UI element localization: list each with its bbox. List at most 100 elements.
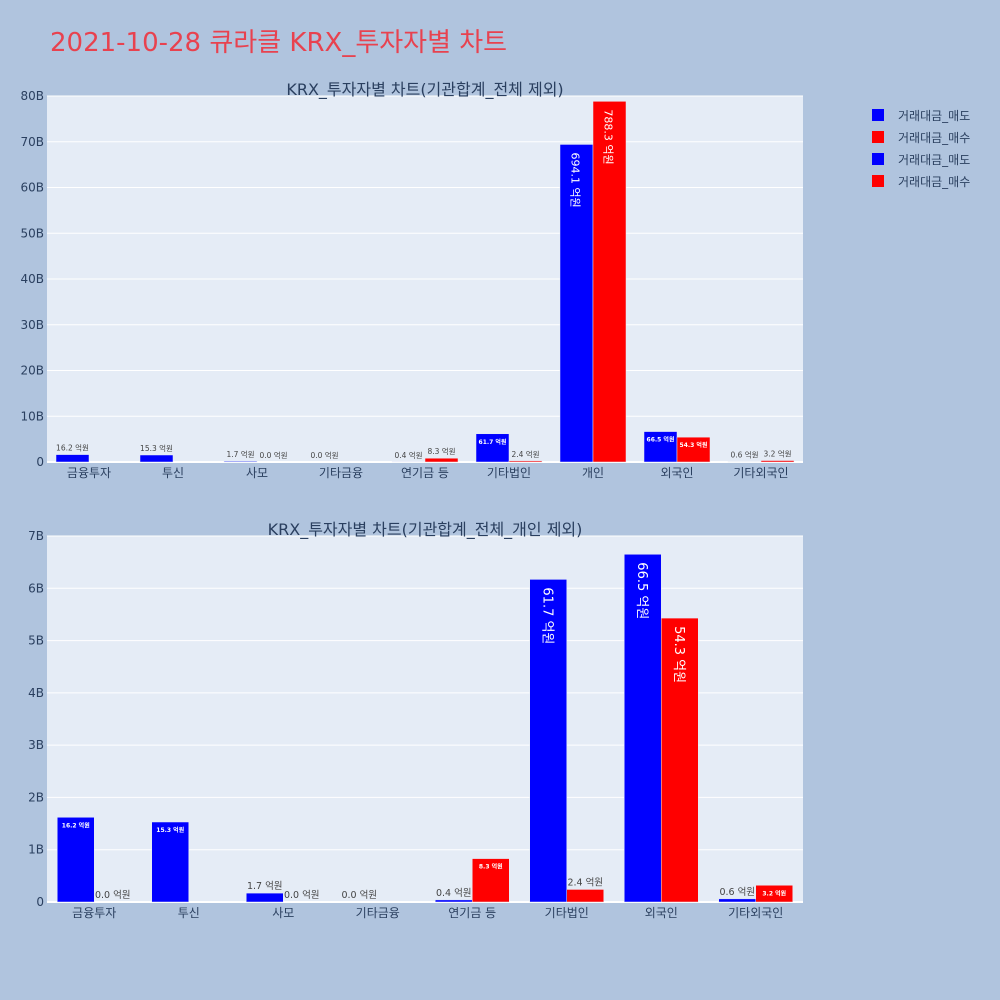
- y-tick-label: 50B: [20, 226, 44, 240]
- bar: [559, 144, 594, 463]
- bar: [435, 899, 473, 903]
- y-tick-label: 80B: [20, 89, 44, 103]
- y-tick-label: 1B: [28, 843, 44, 857]
- legend-label: 거래대금_매도: [898, 108, 971, 123]
- data-label: 0.4 억원: [394, 451, 422, 460]
- bar: [139, 454, 174, 463]
- data-label: 8.3 억원: [479, 863, 503, 871]
- bar: [755, 885, 793, 903]
- data-label: 15.3 억원: [140, 444, 173, 453]
- bar: [566, 889, 604, 903]
- y-tick-label: 20B: [20, 364, 44, 378]
- data-label: 3.2 억원: [763, 450, 791, 459]
- chart-title: KRX_투자자별 차트(기관합계_전체 제외): [286, 80, 563, 100]
- data-label: 66.5 억원: [647, 436, 675, 444]
- data-label: 0.0 억원: [284, 889, 320, 901]
- data-label: 1.7 억원: [226, 450, 254, 459]
- chart-excluding-institutions: 0 10B 20B 30B 40B 50B 60B 70B 80B KRX_투자자별 차트(기관합…: [20, 80, 803, 480]
- data-label: 16.2 억원: [62, 821, 90, 829]
- x-tick-label: 외국인: [645, 906, 678, 920]
- x-tick-label: 기타법인: [545, 906, 589, 920]
- bar: [529, 579, 567, 903]
- bar: [472, 858, 510, 903]
- data-label: 0.0 억원: [95, 889, 131, 901]
- y-tick-label: 0: [36, 455, 44, 469]
- data-label: 54.3 억원: [671, 626, 686, 683]
- legend-item[interactable]: 거래대금_매수: [872, 170, 970, 192]
- y-tick-label: 40B: [20, 272, 44, 286]
- data-label: 2.4 억원: [511, 450, 539, 459]
- x-tick-label: 기타금융: [319, 466, 363, 480]
- legend-label: 거래대금_매도: [898, 152, 971, 167]
- legend-swatch: [872, 175, 884, 187]
- x-tick-label: 기타법인: [487, 466, 531, 480]
- y-tick-label: 7B: [28, 529, 44, 543]
- bar: [643, 431, 678, 463]
- bar: [57, 817, 95, 903]
- data-label: 16.2 억원: [56, 444, 89, 453]
- legend-item[interactable]: 거래대금_매도: [872, 104, 970, 126]
- data-label: 0.6 억원: [730, 451, 758, 460]
- data-label: 0.0 억원: [259, 451, 287, 460]
- y-tick-label: 70B: [20, 135, 44, 149]
- data-label: 788.3 억원: [602, 109, 615, 164]
- y-tick-label: 3B: [28, 738, 44, 752]
- bar: [508, 460, 543, 463]
- legend-label: 거래대금_매수: [898, 174, 971, 189]
- y-tick-label: 2B: [28, 790, 44, 804]
- data-label: 0.4 억원: [436, 887, 472, 899]
- data-label: 3.2 억원: [762, 889, 786, 897]
- data-label: 0.6 억원: [719, 886, 755, 898]
- x-tick-label: 금융투자: [72, 906, 116, 920]
- x-tick-label: 사모: [272, 906, 294, 920]
- data-label: 61.7 억원: [479, 438, 507, 446]
- bar: [55, 454, 90, 463]
- legend-item[interactable]: 거래대금_매수: [872, 126, 970, 148]
- page-title: 2021-10-28 큐라클 KRX_투자자별 차트: [50, 28, 508, 58]
- bar: [760, 460, 795, 463]
- x-tick-label: 연기금 등: [448, 906, 496, 920]
- data-label: 66.5 억원: [634, 562, 649, 619]
- data-label: 0.0 억원: [310, 451, 338, 460]
- legend-swatch: [872, 109, 884, 121]
- bar: [151, 821, 189, 903]
- bar: [718, 898, 756, 903]
- bar: [424, 457, 459, 463]
- x-tick-label: 기타외국인: [728, 906, 783, 920]
- data-label: 61.7 억원: [539, 587, 554, 644]
- legend-swatch: [872, 131, 884, 143]
- legend-swatch: [872, 153, 884, 165]
- data-label: 694.1 억원: [569, 152, 582, 207]
- bar: [676, 436, 711, 463]
- legend: 거래대금_매도 거래대금_매수 거래대금_매도 거래대금_매수: [872, 104, 970, 192]
- y-tick-label: 30B: [20, 318, 44, 332]
- bar: [661, 617, 699, 903]
- y-tick-label: 10B: [20, 409, 44, 423]
- chart-title: KRX_투자자별 차트(기관합계_전체_개인 제외): [268, 520, 583, 540]
- data-label: 2.4 억원: [567, 876, 603, 888]
- y-tick-label: 6B: [28, 581, 44, 595]
- bar: [624, 554, 662, 903]
- x-tick-label: 사모: [246, 466, 268, 480]
- x-tick-label: 개인: [582, 466, 604, 480]
- bar: [475, 433, 510, 463]
- x-tick-label: 기타금융: [356, 906, 400, 920]
- x-tick-label: 기타외국인: [733, 466, 788, 480]
- y-tick-label: 5B: [28, 634, 44, 648]
- x-tick-label: 외국인: [660, 466, 693, 480]
- y-tick-label: 60B: [20, 181, 44, 195]
- legend-item[interactable]: 거래대금_매도: [872, 148, 970, 170]
- data-label: 15.3 억원: [156, 826, 184, 834]
- y-tick-label: 4B: [28, 686, 44, 700]
- y-tick-label: 0: [36, 895, 44, 909]
- bar: [246, 892, 284, 903]
- x-tick-label: 투신: [162, 466, 184, 480]
- data-label: 1.7 억원: [247, 880, 283, 892]
- legend-label: 거래대금_매수: [898, 130, 971, 145]
- data-label: 54.3 억원: [680, 441, 708, 449]
- bar: [223, 460, 258, 463]
- x-tick-label: 금융투자: [67, 466, 111, 480]
- data-label: 8.3 억원: [427, 447, 455, 456]
- data-label: 0.0 억원: [341, 889, 377, 901]
